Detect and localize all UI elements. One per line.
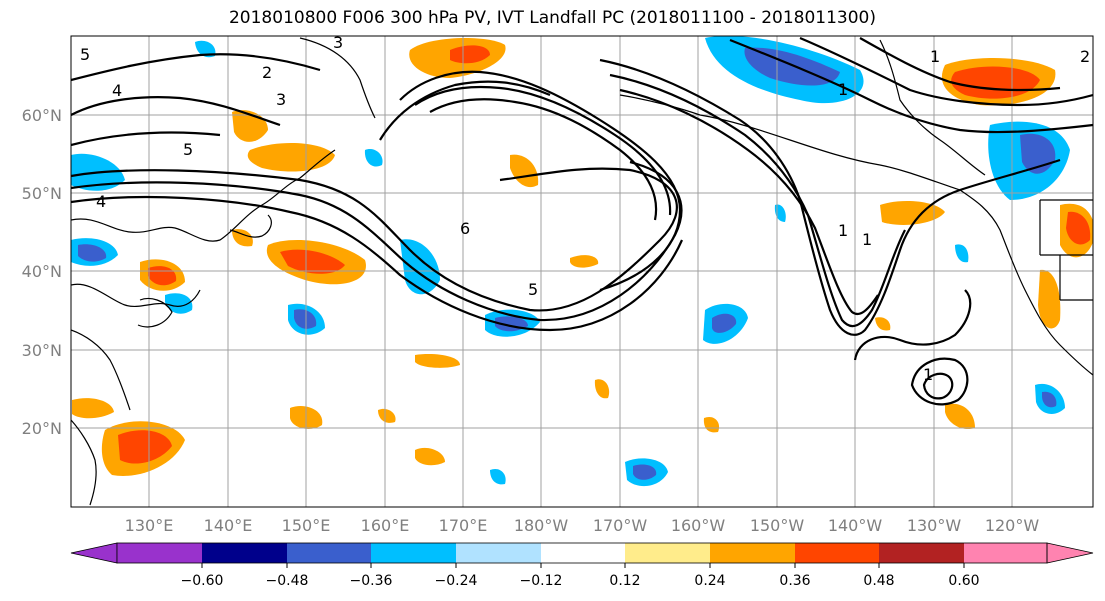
ivt-negative-core [712,313,737,333]
ivt-positive-blob [415,354,460,368]
ivt-positive-core [280,249,345,274]
colorbar-segment [795,543,879,563]
lon-label: 140°W [828,516,883,535]
contour-label: 3 [333,33,343,52]
lon-label: 170°W [593,516,648,535]
colorbar-tick-label: 0.60 [948,573,979,589]
contour-label: 4 [112,81,122,100]
contour-label: 1 [862,230,872,249]
contour-label: 6 [460,219,470,238]
lat-label: 60°N [22,106,62,125]
colorbar-segment [117,543,202,563]
colorbar-arrow-left [70,542,118,564]
ivt-negative-blob [364,149,383,167]
lon-label: 180°W [514,516,569,535]
ivt-negative-blob [955,244,969,263]
ivt-negative-core [1042,391,1057,408]
colorbar-tick-label: −0.36 [350,573,393,589]
ivt-positive-blob [510,154,539,188]
page-title: 2018010800 F006 300 hPa PV, IVT Landfall… [228,8,876,28]
lon-label: 140°E [204,516,253,535]
ivt-negative-blob [195,40,216,58]
contour-label: 2 [1080,47,1090,66]
ivt-positive-blob [945,403,975,430]
colorbar-segment [287,543,371,563]
lat-label: 30°N [22,341,62,360]
graticule [71,36,1093,507]
lon-label: 150°W [750,516,805,535]
lon-label: 170°E [439,516,488,535]
colorbar-tick-label: −0.12 [520,573,563,589]
ivt-positive-blob [570,255,599,268]
ivt-positive-blob [247,143,335,172]
colorbar-tick-label: 0.24 [694,573,725,589]
colorbar-segment [202,543,287,563]
colorbar-segment [541,543,625,563]
ivt-positive-blob [232,229,253,247]
colorbar-tick-label: 0.12 [609,573,640,589]
lon-label: 160°W [671,516,726,535]
ivt-negative-blob [490,468,506,485]
colorbar-tick-label: −0.60 [181,573,224,589]
contour-label: 5 [80,45,90,64]
ivt-positive-core [118,430,172,464]
colorbar-tick-label: −0.48 [266,573,309,589]
contour-label: 1 [923,365,933,384]
colorbar-segment [879,543,964,563]
colorbar-tick-label: 0.36 [779,573,810,589]
lon-label: 130°W [907,516,962,535]
lat-labels: 60°N 50°N 40°N 30°N 20°N [22,106,62,438]
ivt-negative-blob [774,204,786,222]
ivt-positive-blob [72,398,114,419]
ivt-positive-blob [703,416,720,433]
lon-label: 160°E [361,516,410,535]
ivt-negative-core [633,464,657,480]
contour-label: 5 [528,280,538,299]
ivt-positive-blob [1038,269,1061,329]
lon-labels: 130°E 140°E 150°E 160°E 170°E 180°W 170°… [125,516,1040,535]
contour-label: 1 [838,221,848,240]
colorbar-segment [710,543,795,563]
ivt-negative-blob [165,293,193,314]
ivt-positive-blob [415,447,445,466]
colorbar: −0.60 −0.48 −0.36 −0.24 −0.12 0.12 0.24 … [70,542,1094,589]
lat-label: 50°N [22,184,62,203]
pv-contours [71,36,1093,406]
lon-label: 120°W [985,516,1040,535]
contour-label: 1 [930,47,940,66]
lat-label: 20°N [22,419,62,438]
contour-label: 5 [183,140,193,159]
coastlines [71,37,1093,506]
ivt-negative-core [294,309,317,329]
colorbar-tick-label: −0.24 [435,573,478,589]
colorbar-segment [456,543,541,563]
lat-label: 40°N [22,262,62,281]
ivt-positive-blob [875,317,891,331]
ivt-positive-core [450,45,490,64]
ivt-positive-blob [378,408,396,423]
contour-label: 2 [262,63,272,82]
colorbar-segment [371,543,456,563]
map-frame [70,35,1094,508]
colorbar-arrow-right [1046,542,1094,564]
colorbar-tick-label: 0.48 [863,573,894,589]
colorbar-segment [625,543,710,563]
lon-label: 150°E [282,516,331,535]
ivt-positive-blob [594,379,610,399]
contour-label: 3 [276,90,286,109]
pv-contour-labels: 3 2 4 3 5 5 4 6 5 1 1 2 1 1 1 [80,33,1090,384]
ivt-negative-core [78,244,107,262]
ivt-positive-core [1066,211,1091,245]
contour-label: 4 [96,192,106,211]
colorbar-segment [964,543,1047,563]
contour-label: 1 [838,80,848,99]
lon-label: 130°E [125,516,174,535]
